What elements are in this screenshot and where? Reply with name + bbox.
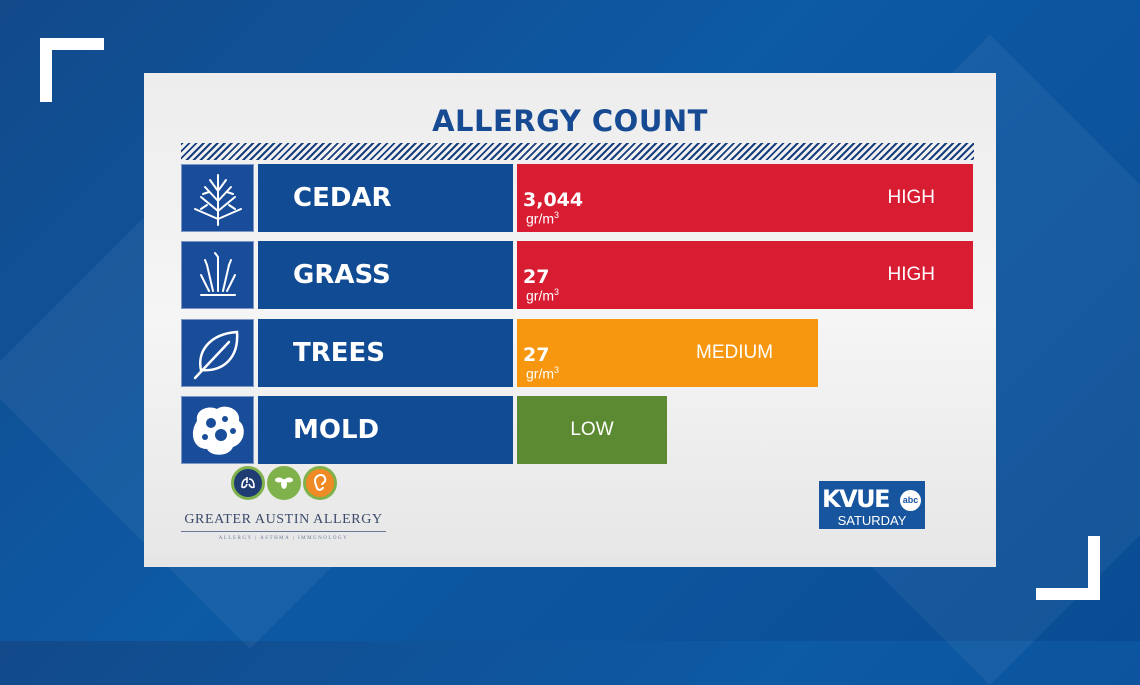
unit-text: gr/m xyxy=(526,365,554,382)
lungs-icon xyxy=(231,466,265,500)
level-label: HIGH xyxy=(887,187,936,208)
unit-text: gr/m xyxy=(526,210,554,227)
corner-bracket-top-left xyxy=(40,38,52,102)
mold-icon xyxy=(181,396,254,464)
network-badge: abc xyxy=(900,490,921,511)
level-label: LOW xyxy=(570,419,614,440)
unit-text: gr/m xyxy=(526,287,554,304)
chart-title: ALLERGY COUNT xyxy=(432,104,708,138)
unit-exponent: 3 xyxy=(554,365,560,375)
station-name: KVUE xyxy=(822,485,891,513)
unit-exponent: 3 xyxy=(554,210,560,220)
bee-icon xyxy=(267,466,301,500)
pollen-count-unit: gr/m3 xyxy=(526,210,559,227)
leaf-icon xyxy=(181,319,254,387)
corner-bracket-bottom-right xyxy=(1036,588,1100,600)
allergen-name: TREES xyxy=(293,338,386,368)
level-bar: 27 gr/m3 HIGH xyxy=(517,241,973,309)
allergen-name-cell: TREES xyxy=(258,319,513,387)
sponsor-divider xyxy=(181,531,386,532)
allergen-name-cell: GRASS xyxy=(258,241,513,309)
allergen-name: GRASS xyxy=(293,260,391,290)
corner-bracket-top-left xyxy=(40,38,104,50)
level-bar: 3,044 gr/m3 HIGH xyxy=(517,164,973,232)
unit-exponent: 3 xyxy=(554,287,560,297)
allergen-name: MOLD xyxy=(293,415,380,445)
pollen-count-unit: gr/m3 xyxy=(526,365,559,382)
pollen-count-value: 3,044 xyxy=(523,189,584,211)
level-label: MEDIUM xyxy=(696,342,774,363)
allergen-name: CEDAR xyxy=(293,183,392,213)
level-bar: 27 gr/m3 MEDIUM xyxy=(517,319,818,387)
sponsor-tagline: ALLERGY | ASTHMA | IMMUNOLOGY xyxy=(218,536,349,541)
cedar-icon xyxy=(181,164,254,232)
grass-icon xyxy=(181,241,254,309)
pollen-count-value: 27 xyxy=(523,266,550,288)
corner-bracket-bottom-right xyxy=(1088,536,1100,600)
program-name: SATURDAY xyxy=(837,513,907,528)
sponsor-name: GREATER AUSTIN ALLERGY xyxy=(184,512,383,527)
level-bar: LOW xyxy=(517,396,667,464)
allergen-name-cell: CEDAR xyxy=(258,164,513,232)
level-label: HIGH xyxy=(887,264,936,285)
pollen-count-value: 27 xyxy=(523,344,550,366)
station-logo: KVUE abc SATURDAY xyxy=(819,481,925,529)
ear-icon xyxy=(303,466,337,500)
sponsor-logo: GREATER AUSTIN ALLERGY ALLERGY | ASTHMA … xyxy=(181,466,386,546)
title-underline-hatch xyxy=(181,143,974,160)
allergen-name-cell: MOLD xyxy=(258,396,513,464)
pollen-count-unit: gr/m3 xyxy=(526,287,559,304)
